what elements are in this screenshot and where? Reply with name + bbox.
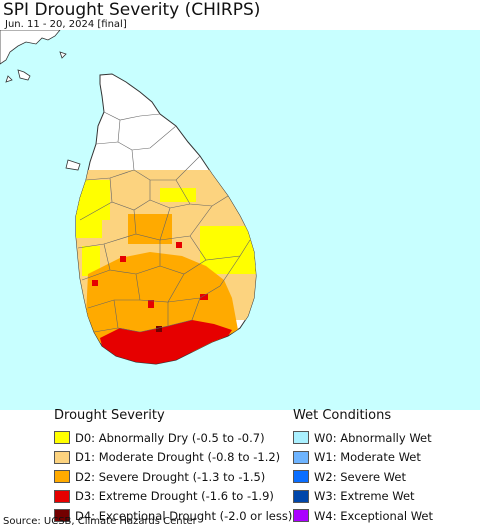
india-islet: [17, 69, 31, 81]
wet-legend: Wet Conditions W0: Abnormally Wet W1: Mo…: [293, 408, 433, 526]
d3-area: [92, 280, 98, 286]
legend-label: D3: Extreme Drought (-1.6 to -1.9): [75, 489, 274, 504]
drought-legend-title: Drought Severity: [54, 408, 165, 423]
d0-area: [76, 216, 102, 238]
wet-legend-title: Wet Conditions: [293, 408, 392, 423]
legend-label: W2: Severe Wet: [314, 469, 406, 484]
district-boundaries: [77, 111, 251, 333]
legend-swatch: [293, 509, 309, 523]
india-coast: [0, 30, 61, 65]
legend-item-d4: D4: Exceptional Drought (-2.0 or less): [54, 506, 292, 526]
legend-swatch: [54, 489, 70, 503]
india-islet: [59, 51, 67, 59]
map-title: SPI Drought Severity (CHIRPS): [3, 0, 261, 20]
legend-label: W1: Moderate Wet: [314, 450, 421, 465]
d3-area: [120, 256, 126, 262]
d3-area: [176, 242, 182, 248]
map-subtitle: Jun. 11 - 20, 2024 [final]: [5, 19, 127, 30]
legend-swatch: [293, 431, 309, 445]
legend-label: W3: Extreme Wet: [314, 489, 415, 504]
legend-label: W0: Abnormally Wet: [314, 430, 432, 445]
mannar-island: [65, 159, 81, 171]
legend-item-w1: W1: Moderate Wet: [293, 448, 433, 468]
legend-item-d3: D3: Extreme Drought (-1.6 to -1.9): [54, 487, 292, 507]
legend-swatch: [293, 450, 309, 464]
legend-swatch: [54, 509, 70, 523]
d0-area: [160, 188, 196, 202]
d3-area: [200, 294, 208, 300]
legend-item-w0: W0: Abnormally Wet: [293, 428, 433, 448]
legend-item-d1: D1: Moderate Drought (-0.8 to -1.2): [54, 448, 292, 468]
legend-label: D0: Abnormally Dry (-0.5 to -0.7): [75, 430, 265, 445]
legend-label: W4: Exceptional Wet: [314, 508, 433, 523]
d0-area: [82, 246, 100, 276]
legend-item-w4: W4: Exceptional Wet: [293, 506, 433, 526]
legend-swatch: [293, 489, 309, 503]
legend-label: D2: Severe Drought (-1.3 to -1.5): [75, 469, 266, 484]
drought-overlay: [76, 170, 256, 364]
legend-swatch: [293, 470, 309, 484]
d3-area: [148, 300, 154, 308]
india-islet: [5, 75, 13, 83]
source-credit: Source: UCSB, Climate Hazards Center: [3, 516, 197, 527]
legend-item-w2: W2: Severe Wet: [293, 467, 433, 487]
legend-swatch: [54, 450, 70, 464]
legend-item-d2: D2: Severe Drought (-1.3 to -1.5): [54, 467, 292, 487]
legend-label: D4: Exceptional Drought (-2.0 or less): [75, 508, 293, 523]
legend-item-d0: D0: Abnormally Dry (-0.5 to -0.7): [54, 428, 292, 448]
legend-swatch: [54, 431, 70, 445]
d0-area: [200, 226, 256, 274]
drought-legend: Drought Severity D0: Abnormally Dry (-0.…: [54, 408, 292, 526]
legend-swatch: [54, 470, 70, 484]
legend-item-w3: W3: Extreme Wet: [293, 487, 433, 507]
legend-label: D1: Moderate Drought (-0.8 to -1.2): [75, 450, 281, 465]
map-panel: [0, 30, 480, 410]
d4-area: [156, 326, 162, 332]
